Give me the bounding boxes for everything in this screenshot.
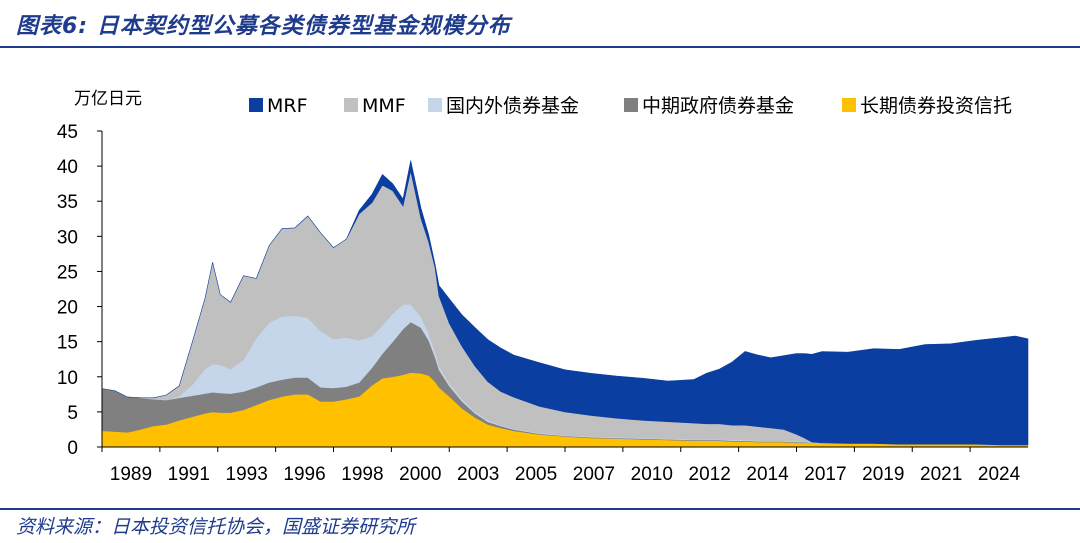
figure-title: 图表6: 日本契约型公募各类债券型基金规模分布 xyxy=(16,14,511,39)
y-tick-label: 30 xyxy=(57,227,78,248)
x-tick-label: 2012 xyxy=(689,464,731,485)
chart-legend: MRF MMF 国内外债券基金 中期政府债券基金 长期债券投资信托 xyxy=(249,95,1012,117)
x-tick-label: 2000 xyxy=(399,464,441,485)
legend-swatch xyxy=(344,98,358,112)
y-tick-label: 10 xyxy=(57,368,78,389)
legend-label: 中期政府债券基金 xyxy=(642,95,794,117)
legend-label: MMF xyxy=(362,95,406,117)
plot-areas xyxy=(101,160,1029,448)
x-tick-label: 2014 xyxy=(746,464,789,485)
chart-axes: 0 5 10 15 20 25 30 35 40 45 1989 1991 1993 1996 1998 20… xyxy=(57,122,1028,485)
y-tick-label: 20 xyxy=(57,298,78,319)
area-series-4 xyxy=(101,160,1029,446)
x-tick-label: 1991 xyxy=(168,464,210,485)
legend-swatch xyxy=(249,98,263,112)
header-divider xyxy=(0,46,1080,48)
x-tick-label: 2003 xyxy=(457,464,499,485)
y-tick-label: 0 xyxy=(67,438,78,459)
y-tick-label: 25 xyxy=(57,262,78,283)
y-tick-label: 15 xyxy=(57,333,78,354)
x-tick-label: 2024 xyxy=(978,464,1021,485)
x-tick-label: 2007 xyxy=(573,464,615,485)
x-tick-label: 2019 xyxy=(862,464,904,485)
footer-divider xyxy=(0,508,1080,510)
x-tick-label: 2005 xyxy=(515,464,557,485)
x-tick-label: 2010 xyxy=(631,464,673,485)
x-tick-label: 1998 xyxy=(341,464,383,485)
x-tick-label: 2021 xyxy=(920,464,962,485)
y-tick-label: 35 xyxy=(57,192,78,213)
x-tick-label: 1996 xyxy=(283,464,325,485)
stacked-area-chart: 万亿日元 MRF MMF 国内外债券基金 中期政府债券基金 长期债券投资信托 0 5 10 1… xyxy=(57,89,1029,485)
legend-label: 国内外债券基金 xyxy=(446,95,579,117)
legend-swatch xyxy=(624,98,638,112)
legend-swatch xyxy=(842,98,856,112)
x-tick-label: 1989 xyxy=(110,464,152,485)
legend-label: MRF xyxy=(267,95,308,117)
y-tick-label: 5 xyxy=(67,403,78,424)
legend-swatch xyxy=(428,98,442,112)
y-axis-unit: 万亿日元 xyxy=(74,89,142,109)
source-note: 资料来源：日本投资信托协会，国盛证券研究所 xyxy=(16,516,416,538)
y-tick-label: 40 xyxy=(57,157,78,178)
legend-label: 长期债券投资信托 xyxy=(860,95,1012,117)
y-tick-label: 45 xyxy=(57,122,78,143)
x-tick-label: 1993 xyxy=(226,464,268,485)
x-tick-label: 2017 xyxy=(804,464,846,485)
